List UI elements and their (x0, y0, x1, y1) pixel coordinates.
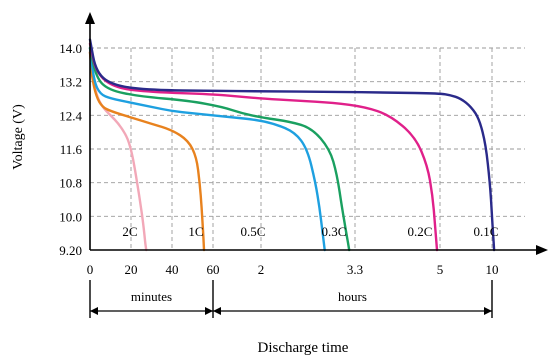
series-label: 0.1C (474, 224, 499, 239)
series-label: 0.2C (408, 224, 433, 239)
minutes-arrow-head-left (90, 307, 98, 315)
y-tick-label: 11.6 (60, 142, 83, 157)
series-label: 0.3C (322, 224, 347, 239)
y-tick-label: 12.4 (59, 108, 82, 123)
series-label: 1C (188, 224, 203, 239)
y-tick-label: 10.0 (59, 209, 82, 224)
y-tick-label: 10.8 (59, 176, 82, 191)
tick-labels: 14.0 13.2 12.4 11.6 10.8 10.0 9.20 0 20 40 60 2 3.3 5… (59, 41, 498, 277)
x-tick-label: 60 (207, 262, 220, 277)
series-line-0_3C (88, 46, 351, 252)
y-tick-label: 14.0 (59, 41, 82, 56)
hours-arrow-head-left (213, 307, 221, 315)
x-tick-label: 10 (486, 262, 499, 277)
segment-label-minutes: minutes (131, 289, 172, 304)
x-tick-label: 3.3 (347, 262, 363, 277)
series-label: 0.5C (241, 224, 266, 239)
series-line-0_5C (88, 46, 326, 252)
curves (88, 38, 496, 252)
y-axis-label: Voltage (V) (11, 104, 26, 170)
x-axis-label: Discharge time (258, 340, 349, 356)
hours-arrow-head-right (484, 307, 492, 315)
x-tick-label: 2 (258, 262, 265, 277)
y-axis-arrow (85, 12, 95, 24)
segment-label-hours: hours (338, 289, 367, 304)
series-line-0_2C (88, 42, 439, 252)
series-line-1C (88, 51, 206, 252)
y-tick-label: 13.2 (59, 75, 82, 90)
x-tick-label: 40 (166, 262, 179, 277)
time-segments: minutes hours (89, 280, 493, 318)
x-axis-arrow (536, 245, 548, 255)
x-tick-label: 20 (125, 262, 138, 277)
x-tick-label: 0 (87, 262, 94, 277)
y-tick-label: 9.20 (59, 243, 82, 258)
series-labels: 2C 1C 0.5C 0.3C 0.2C 0.1C (122, 224, 498, 239)
series-line-0_1C (88, 38, 496, 252)
axes (85, 12, 548, 255)
grid (90, 47, 525, 250)
x-tick-label: 5 (437, 262, 444, 277)
minutes-arrow-head-right (205, 307, 213, 315)
series-label: 2C (122, 224, 137, 239)
